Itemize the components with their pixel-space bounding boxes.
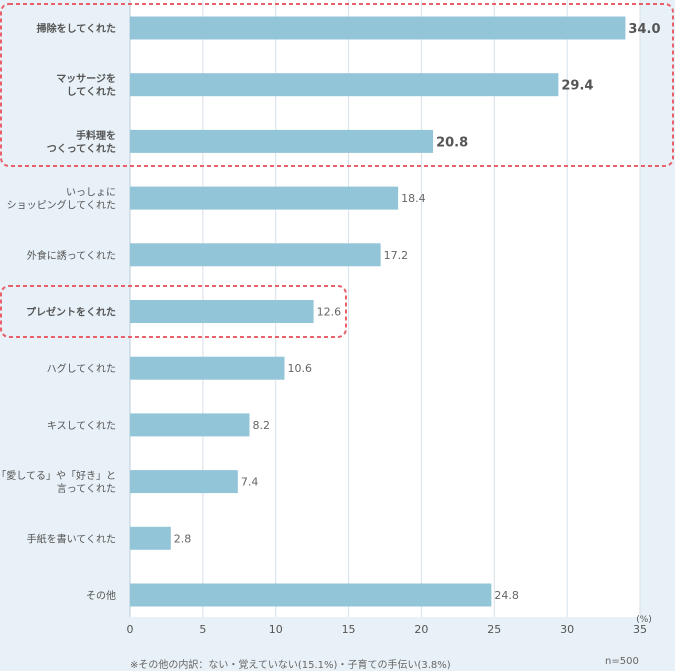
category-label: つくってくれた bbox=[47, 143, 116, 155]
highlight-box-top3 bbox=[0, 3, 674, 167]
data-label: 18.4 bbox=[401, 192, 426, 205]
x-tick-label: 35 bbox=[633, 623, 647, 636]
category-label: 手料理を bbox=[76, 129, 116, 142]
footnote: ※その他の内訳：ない・覚えていない(15.1%)・子育ての手伝い(3.8%) bbox=[130, 660, 451, 671]
data-label: 8.2 bbox=[252, 419, 270, 432]
data-label: 20.8 bbox=[436, 135, 468, 150]
data-label: 12.6 bbox=[317, 306, 342, 319]
x-tick-label: 5 bbox=[199, 623, 206, 636]
bar bbox=[130, 73, 559, 97]
data-label: 7.4 bbox=[241, 476, 258, 489]
data-label: 17.2 bbox=[384, 249, 409, 262]
category-label: 外食に誘ってくれた bbox=[27, 249, 116, 262]
data-label: 34.0 bbox=[628, 22, 660, 37]
bar bbox=[130, 300, 314, 323]
x-tick-label: 10 bbox=[269, 623, 283, 636]
data-label: 29.4 bbox=[561, 79, 593, 94]
bar bbox=[130, 413, 250, 437]
bar bbox=[130, 356, 285, 380]
bar bbox=[130, 526, 171, 550]
category-label: マッサージを bbox=[56, 73, 116, 85]
data-label: 24.8 bbox=[494, 589, 519, 602]
bar bbox=[130, 16, 626, 40]
category-label: ハグしてくれた bbox=[47, 362, 116, 375]
x-tick-label: 20 bbox=[414, 623, 428, 636]
category-label: してくれた bbox=[67, 86, 116, 98]
data-label: 10.6 bbox=[287, 362, 312, 375]
category-label: 掃除をしてくれた bbox=[37, 22, 116, 35]
data-label: 2.8 bbox=[174, 532, 192, 545]
x-unit-label: (%) bbox=[636, 615, 652, 625]
x-tick-label: 0 bbox=[127, 623, 134, 636]
bar bbox=[130, 470, 238, 494]
bar bbox=[130, 583, 492, 607]
bar bbox=[130, 186, 399, 210]
category-label: その他 bbox=[86, 589, 116, 602]
x-tick-label: 15 bbox=[342, 623, 356, 636]
category-label: ショッピングしてくれた bbox=[7, 199, 116, 212]
x-tick-label: 25 bbox=[487, 623, 501, 636]
bar bbox=[130, 243, 381, 267]
category-label: キスしてくれた bbox=[47, 420, 116, 432]
x-tick-label: 30 bbox=[560, 623, 574, 636]
highlight-box-present bbox=[0, 285, 347, 338]
category-label: プレゼントをくれた bbox=[26, 306, 116, 319]
category-label: 手紙を書いてくれた bbox=[27, 532, 116, 545]
sample-size: n=500 bbox=[605, 656, 639, 667]
category-label: 「愛してる」や「好き」と bbox=[0, 469, 116, 482]
category-label: 言ってくれた bbox=[57, 482, 116, 495]
category-label: いっしょに bbox=[66, 187, 116, 199]
bar bbox=[130, 129, 434, 153]
